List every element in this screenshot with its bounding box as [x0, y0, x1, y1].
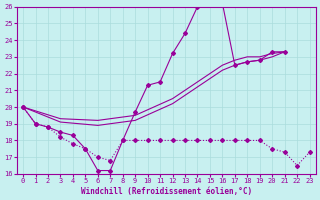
X-axis label: Windchill (Refroidissement éolien,°C): Windchill (Refroidissement éolien,°C) [81, 187, 252, 196]
